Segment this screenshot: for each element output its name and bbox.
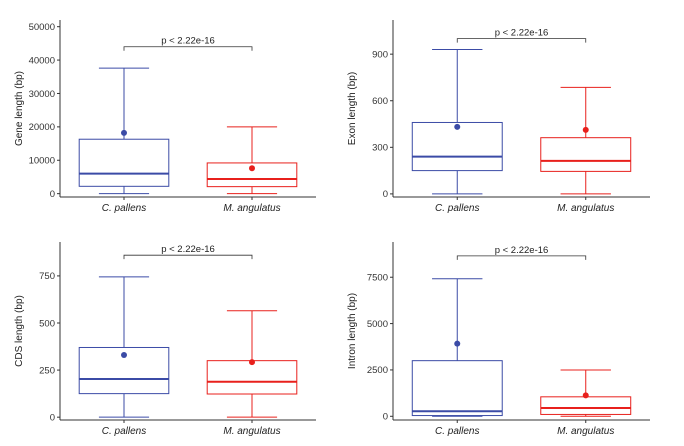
y-axis-title: Intron length (bp) (347, 293, 358, 369)
mean-point (249, 359, 255, 366)
panel-gene-length: 0 10000 20000 30000 40000 50000 Gene length (b… (14, 20, 316, 214)
mean-point (454, 340, 461, 347)
panel-exon-length: 0 300 600 900 Exon length (bp) C. pallens M. a… (347, 20, 650, 214)
box-iqr (540, 396, 632, 415)
category-label: C. pallens (102, 203, 146, 214)
y-tick-label: 10000 (29, 156, 55, 167)
y-tick-label: 900 (372, 49, 388, 60)
y-tick-label: 250 (39, 365, 55, 376)
y-axis-title: Exon length (bp) (347, 72, 358, 145)
y-tick-label: 50000 (29, 22, 55, 33)
category-label: C. pallens (435, 426, 479, 437)
y-tick-label: 7500 (367, 273, 388, 284)
box-iqr (206, 162, 298, 188)
category-label: C. pallens (435, 203, 479, 214)
p-value-label: p < 2.22e-16 (495, 245, 549, 256)
mean-point (249, 165, 255, 172)
significance-bracket (456, 255, 587, 260)
mean-point (582, 392, 589, 399)
significance-bracket (123, 46, 253, 51)
mean-point (121, 129, 127, 136)
y-tick-label: 750 (39, 271, 55, 282)
mean-point (454, 123, 461, 130)
box-iqr (411, 121, 503, 172)
y-tick-label: 2500 (367, 365, 388, 376)
mean-point (582, 126, 589, 133)
box-iqr (540, 137, 632, 172)
y-tick-label: 0 (50, 189, 55, 200)
category-label: M. angulatus (223, 203, 280, 214)
category-label: C. pallens (102, 426, 146, 437)
panel-cds-length: 0 250 500 750 CDS length (bp) C. pallens M. an… (14, 242, 316, 437)
y-axis-title: CDS length (bp) (14, 295, 25, 367)
y-tick-label: 30000 (29, 89, 55, 100)
p-value-label: p < 2.22e-16 (161, 36, 215, 47)
y-tick-label: 0 (383, 412, 388, 423)
category-label: M. angulatus (223, 426, 280, 437)
p-value-label: p < 2.22e-16 (161, 244, 215, 255)
y-tick-label: 600 (372, 96, 388, 107)
y-tick-label: 0 (383, 189, 388, 200)
y-tick-label: 0 (50, 412, 55, 423)
significance-bracket (456, 38, 587, 43)
y-tick-label: 40000 (29, 55, 55, 66)
category-label: M. angulatus (557, 426, 614, 437)
y-tick-label: 20000 (29, 122, 55, 133)
panel-intron-length: 0 2500 5000 7500 Intron length (bp) C. pallen… (347, 242, 650, 437)
box-iqr (206, 360, 298, 395)
y-tick-label: 5000 (367, 319, 388, 330)
y-tick-label: 300 (372, 143, 388, 154)
box-iqr (78, 138, 170, 187)
p-value-label: p < 2.22e-16 (495, 28, 549, 39)
y-axis-title: Gene length (bp) (14, 71, 25, 146)
box-iqr (411, 360, 503, 417)
y-tick-label: 500 (39, 318, 55, 329)
category-label: M. angulatus (557, 203, 614, 214)
significance-bracket (123, 254, 253, 260)
mean-point (121, 352, 127, 359)
